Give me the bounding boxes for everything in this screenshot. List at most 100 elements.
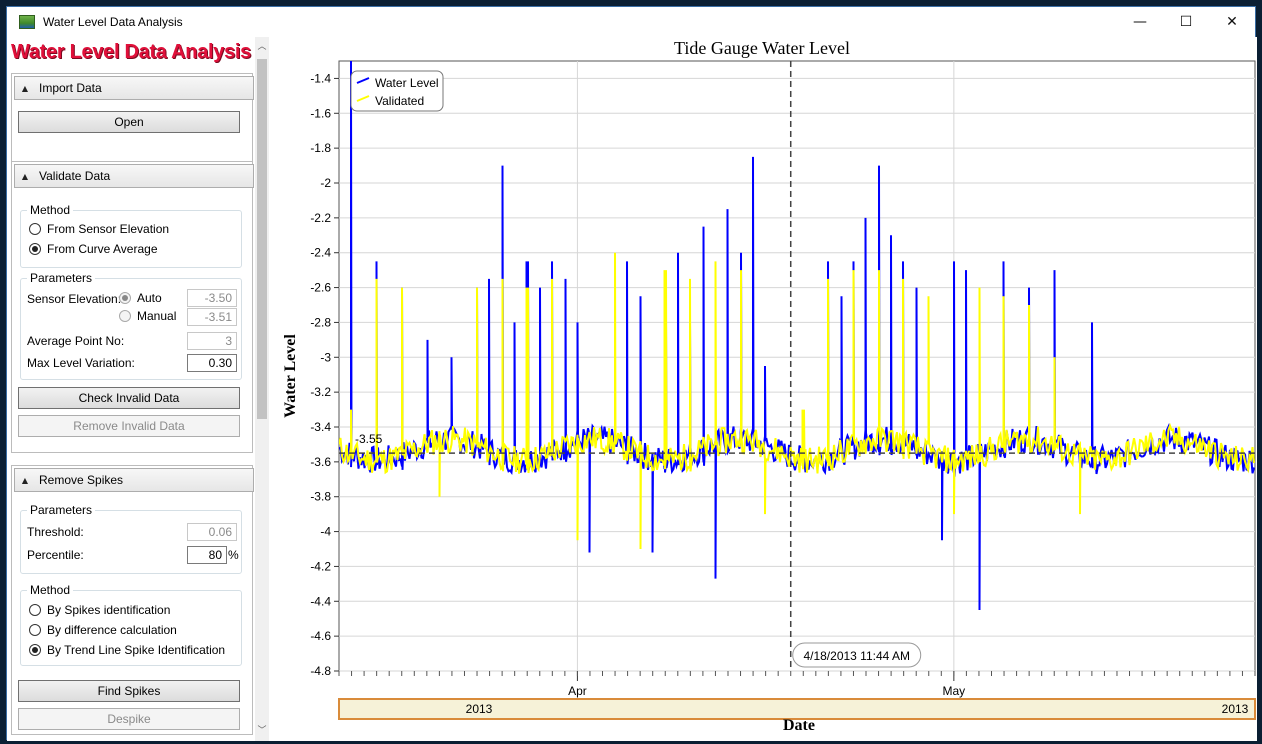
series-group [339,61,1255,611]
legend-box [350,70,444,112]
y-tick-label: -4.4 [310,594,331,608]
despike-button[interactable]: Despike [18,708,240,730]
scroll-down-icon[interactable]: ﹀ [257,725,267,735]
spikes-parameters-group: Parameters Threshold: 0.06 Percentile: 8… [20,503,242,574]
import-section: ▲ Import Data Open [11,73,254,177]
left-panel: Water Level Data Analysis ▲ Import Data … [7,37,269,741]
max-variation-label: Max Level Variation: [27,356,135,370]
radio-circle[interactable] [119,310,131,322]
spikes-method-group: Method By Spikes identification By diffe… [20,583,242,666]
validate-section-header[interactable]: ▲ Validate Data [14,164,254,188]
validate-section-title: Validate Data [39,169,111,183]
y-tick-label: -3.8 [310,490,331,504]
minimize-button[interactable]: — [1133,14,1147,30]
scroll-up-icon[interactable]: ︿ [257,41,267,51]
method-group-label: Method [27,203,74,217]
y-tick-label: -3.6 [310,455,331,469]
y-tick-label: -4 [320,525,331,539]
radio-difference-calculation[interactable]: By difference calculation [29,623,177,637]
year-label: 2013 [466,702,493,716]
y-tick-label: -2.6 [310,281,331,295]
title-bar: Water Level Data Analysis — ☐ ✕ [7,7,1255,37]
radio-label: Manual [137,309,177,323]
app-window: Water Level Data Analysis — ☐ ✕ Water Le… [6,6,1257,741]
series-validated [339,252,1255,550]
radio-label: By Spikes identification [47,603,171,617]
remove-invalid-button[interactable]: Remove Invalid Data [18,415,240,437]
y-tick-label: -1.8 [310,141,331,155]
radio-auto[interactable]: Auto [119,291,162,305]
average-point-field[interactable]: 3 [187,332,237,350]
y-tick-label: -2.4 [310,246,331,260]
validate-section: ▲ Validate Data Method From Sensor Eleva… [11,161,254,453]
collapse-up-icon[interactable]: ▲ [21,83,29,93]
y-tick-label: -4.6 [310,629,331,643]
scroll-thumb[interactable] [257,59,267,419]
auto-elevation-field[interactable]: -3.50 [187,289,237,307]
sensor-elevation-label: Sensor Elevation: [27,292,122,306]
y-tick-label: -2.8 [310,315,331,329]
collapse-up-icon[interactable]: ▲ [21,475,29,485]
radio-trend-line[interactable]: By Trend Line Spike Identification [29,643,225,657]
radio-circle-checked[interactable] [29,644,41,656]
reference-line-label: -3.55 [355,432,383,446]
radio-circle[interactable] [29,223,41,235]
find-spikes-button[interactable]: Find Spikes [18,680,240,702]
x-axis-label: Date [783,717,815,734]
spikes-section-header[interactable]: ▲ Remove Spikes [14,468,254,492]
manual-elevation-field[interactable]: -3.51 [187,308,237,326]
y-tick-label: -1.4 [310,71,331,85]
x-tick-label: Apr [568,684,587,698]
legend-swatch-water-level [356,77,370,84]
import-section-title: Import Data [39,81,102,95]
import-section-header[interactable]: ▲ Import Data [14,76,254,100]
left-panel-scrollbar[interactable]: ︿ ﹀ [255,37,269,741]
radio-manual[interactable]: Manual [119,309,176,323]
radio-circle[interactable] [29,604,41,616]
maximize-button[interactable]: ☐ [1179,14,1193,30]
legend-label-water-level: Water Level [375,76,439,90]
cursor-badge [792,642,922,668]
y-tick-label: -2 [320,176,331,190]
validate-method-group: Method From Sensor Elevation From Curve … [20,203,242,268]
plot-area [338,60,1256,672]
y-tick-label: -4.2 [310,559,331,573]
method-group-label: Method [27,583,74,597]
spikes-section: ▲ Remove Spikes Parameters Threshold: 0.… [11,465,254,735]
open-button[interactable]: Open [18,111,240,133]
radio-circle[interactable] [29,624,41,636]
check-invalid-button[interactable]: Check Invalid Data [18,387,240,409]
y-tick-label: -2.2 [310,211,331,225]
year-band [338,698,1256,720]
max-variation-field[interactable]: 0.30 [187,354,237,372]
parameters-group-label: Parameters [27,271,96,285]
validate-parameters-group: Parameters Sensor Elevation: Auto -3.50 … [20,271,242,380]
y-tick-label: -1.6 [310,106,331,120]
app-icon [19,15,35,29]
close-button[interactable]: ✕ [1226,14,1238,30]
radio-circle-checked[interactable] [119,292,131,304]
window-controls: — ☐ ✕ [1117,7,1255,37]
radio-spikes-identification[interactable]: By Spikes identification [29,603,170,617]
average-point-label: Average Point No: [27,334,125,348]
radio-from-sensor-elevation[interactable]: From Sensor Elevation [29,222,169,236]
radio-label: By difference calculation [47,623,177,637]
radio-circle-checked[interactable] [29,243,41,255]
app-header: Water Level Data Analysis [11,41,252,63]
radio-from-curve-average[interactable]: From Curve Average [29,242,158,256]
series-water-level [339,61,1255,611]
percentile-field[interactable]: 80 [187,546,227,564]
y-tick-label: -3 [320,350,331,364]
x-tick-label: May [943,684,966,698]
tide-gauge-chart[interactable]: -1.4 -1.6 -1.8 -2 -2.2 -2.4 -2.6 -2.8 -3 -3.2 -3.4… [269,37,1257,741]
threshold-field[interactable]: 0.06 [187,523,237,541]
year-label: 2013 [1222,702,1249,716]
radio-label: From Curve Average [47,242,158,256]
y-tick-label: -3.4 [310,420,331,434]
y-tick-label: -4.8 [310,664,331,678]
chart-title: Tide Gauge Water Level [673,38,850,58]
collapse-up-icon[interactable]: ▲ [21,171,29,181]
radio-label: Auto [137,291,162,305]
cursor-label: 4/18/2013 11:44 AM [803,649,910,663]
radio-label: From Sensor Elevation [47,222,170,236]
